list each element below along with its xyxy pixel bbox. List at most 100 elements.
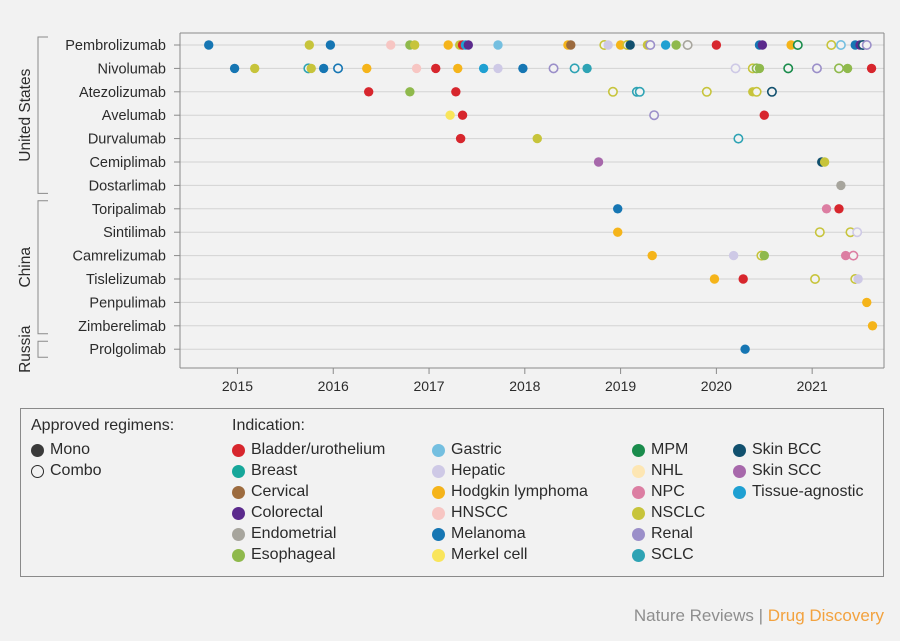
data-point-pembrolizumab-colorectal-mono bbox=[463, 40, 474, 50]
color-swatch-icon bbox=[432, 506, 445, 520]
data-point-nivolumab-esophageal-combo bbox=[833, 63, 844, 74]
row-label: Nivolumab bbox=[98, 61, 167, 77]
color-swatch-icon bbox=[733, 485, 746, 499]
legend-indication-hnscc: HNSCC bbox=[432, 504, 508, 522]
legend-indication-agnostic: Tissue-agnostic bbox=[733, 483, 863, 501]
legend-indication-nhl: NHL bbox=[632, 462, 683, 480]
legend-regimen-combo: Combo bbox=[31, 462, 102, 480]
legend-indication-label: Endometrial bbox=[251, 525, 337, 542]
data-point-zimberelimab-hodgkin-mono bbox=[867, 321, 878, 331]
x-tick-label: 2021 bbox=[797, 378, 828, 394]
data-points bbox=[204, 39, 878, 354]
data-point-dostarlimab-endometrial-mono bbox=[836, 180, 846, 191]
legend-indication-sclc: SCLC bbox=[632, 546, 694, 564]
publisher-name: Nature Reviews bbox=[633, 606, 754, 625]
color-swatch-icon bbox=[432, 527, 445, 541]
data-point-atezolizumab-sclc-combo bbox=[634, 86, 645, 97]
data-point-durvalumab-sclc-combo bbox=[733, 133, 744, 144]
data-point-pembrolizumab-mpm-combo bbox=[792, 39, 803, 50]
data-point-nivolumab-esophageal-mono bbox=[842, 63, 853, 74]
legend-indication-label: Bladder/urothelium bbox=[251, 441, 386, 458]
data-point-sintilimab-hodgkin-mono bbox=[613, 227, 623, 237]
legend-indication-label: Breast bbox=[251, 462, 298, 479]
row-label: Sintilimab bbox=[103, 225, 166, 241]
data-point-pembrolizumab-nsclc-mono bbox=[304, 40, 315, 50]
legend-regimen-label: Mono bbox=[50, 441, 91, 458]
data-point-nivolumab-melanoma-mono bbox=[229, 63, 240, 74]
legend-indication-gastric: Gastric bbox=[432, 441, 502, 459]
legend-indication-hodgkin: Hodgkin lymphoma bbox=[432, 483, 588, 501]
data-point-nivolumab-bladder-mono bbox=[866, 63, 877, 74]
legend-regimen-mono: Mono bbox=[31, 441, 90, 459]
color-swatch-icon bbox=[632, 506, 645, 520]
legend-indication-label: Hepatic bbox=[451, 462, 506, 479]
data-point-nivolumab-esophageal-mono bbox=[754, 63, 765, 74]
x-tick-label: 2015 bbox=[222, 378, 253, 394]
legend-indication-label: NSCLC bbox=[651, 504, 706, 521]
data-point-nivolumab-melanoma-mono bbox=[318, 63, 329, 74]
data-point-atezolizumab-nsclc-combo bbox=[701, 86, 712, 97]
color-swatch-icon bbox=[432, 464, 445, 478]
data-point-atezolizumab-esophageal-mono bbox=[405, 87, 415, 97]
color-swatch-icon bbox=[632, 485, 645, 499]
legend-indication-label: NHL bbox=[651, 462, 684, 479]
row-label: Prolgolimab bbox=[89, 342, 166, 358]
legend-indication-label: NPC bbox=[651, 483, 685, 500]
color-swatch-icon bbox=[232, 548, 245, 562]
x-tick-labels: 2015 2016 2017 2018 2019 2020 2021 bbox=[222, 368, 828, 394]
data-point-nivolumab-bladder-mono bbox=[431, 63, 441, 74]
data-point-atezolizumab-bladder-mono bbox=[363, 87, 374, 97]
color-swatch-icon bbox=[733, 443, 746, 457]
data-point-cemiplimab-nsclc-mono bbox=[819, 157, 830, 167]
legend-indication-label: Tissue-agnostic bbox=[752, 483, 864, 500]
data-point-pembrolizumab-hnscc-mono bbox=[386, 40, 396, 50]
data-point-nivolumab-mpm-combo bbox=[783, 63, 794, 74]
legend-indication-label: Hodgkin lymphoma bbox=[451, 483, 588, 500]
legend-indication-colorectal: Colorectal bbox=[232, 504, 323, 522]
legend-indication-renal: Renal bbox=[632, 525, 693, 543]
data-point-sintilimab-nsclc-combo bbox=[814, 227, 825, 238]
data-point-pembrolizumab-renal-combo bbox=[861, 39, 872, 50]
row-label: Toripalimab bbox=[92, 202, 166, 218]
data-point-nivolumab-hepatic-mono bbox=[493, 63, 503, 74]
legend-indication-label: Colorectal bbox=[251, 504, 324, 521]
legend-indication-label: Esophageal bbox=[251, 546, 336, 563]
data-point-pembrolizumab-endometrial-combo bbox=[682, 39, 693, 50]
legend-indication-npc: NPC bbox=[632, 483, 685, 501]
data-point-camrelizumab-npc-mono bbox=[840, 250, 851, 261]
data-point-camrelizumab-hepatic-mono bbox=[728, 250, 739, 261]
journal-credit: Nature Reviews | Drug Discovery bbox=[634, 606, 884, 626]
row-label: Tislelizumab bbox=[86, 272, 166, 288]
color-swatch-icon bbox=[632, 443, 645, 457]
data-point-nivolumab-melanoma-mono bbox=[518, 63, 528, 74]
legend-regimen-title: Approved regimens: bbox=[31, 417, 175, 434]
legend-indication-label: Renal bbox=[651, 525, 693, 542]
color-swatch-icon bbox=[232, 464, 245, 478]
data-point-pembrolizumab-gastric-mono bbox=[493, 40, 503, 50]
data-point-atezolizumab-skinbcc-combo bbox=[766, 86, 777, 97]
data-point-camrelizumab-esophageal-mono bbox=[759, 250, 769, 261]
legend-indication-label: MPM bbox=[651, 441, 689, 458]
data-point-nivolumab-sclc-mono bbox=[582, 63, 592, 74]
legend-indication-label: Cervical bbox=[251, 483, 309, 500]
legend-indication-nsclc: NSCLC bbox=[632, 504, 705, 522]
data-point-pembrolizumab-melanoma-mono bbox=[325, 40, 336, 50]
legend-indication-label: SCLC bbox=[651, 546, 694, 563]
open-circle-icon bbox=[31, 464, 44, 478]
data-point-durvalumab-bladder-mono bbox=[455, 133, 466, 144]
credit-separator: | bbox=[758, 606, 764, 625]
row-label: Zimberelimab bbox=[78, 319, 166, 335]
x-tick-label: 2019 bbox=[605, 378, 636, 394]
data-point-atezolizumab-nsclc-combo bbox=[607, 86, 618, 97]
approval-timeline-chart: Pembrolizumab Nivolumab Atezolizumab Avelum… bbox=[17, 32, 885, 394]
row-label: Durvalumab bbox=[88, 132, 166, 148]
data-point-pembrolizumab-skinbcc-mono bbox=[625, 40, 635, 50]
legend-indication-label: Merkel cell bbox=[451, 546, 528, 563]
row-label: Cemiplimab bbox=[89, 155, 166, 171]
legend-box: Approved regimens: Mono Combo Indication:… bbox=[20, 408, 884, 577]
legend-indication-bladder: Bladder/urothelium bbox=[232, 441, 385, 459]
data-point-nivolumab-renal-combo bbox=[811, 63, 822, 74]
group-bracket bbox=[37, 200, 48, 335]
data-point-tislelizumab-nsclc-combo bbox=[810, 273, 821, 284]
legend-indication-endometrial: Endometrial bbox=[232, 525, 336, 543]
